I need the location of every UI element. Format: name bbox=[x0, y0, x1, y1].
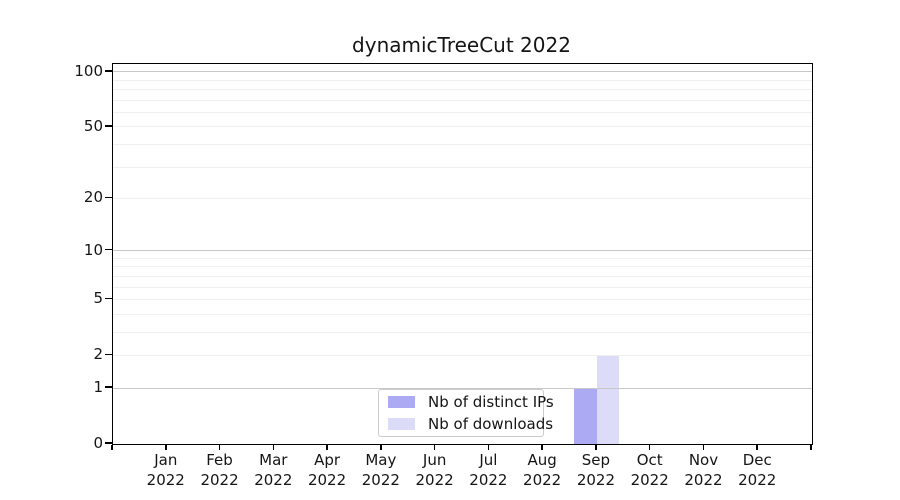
legend-swatch-downloads bbox=[388, 418, 415, 430]
y-tick-label: 2 bbox=[93, 345, 103, 364]
x-tick-label: Sep 2022 bbox=[564, 451, 628, 490]
minor-gridline bbox=[113, 166, 812, 168]
legend-label-distinct-ips: Nb of distinct IPs bbox=[428, 393, 554, 411]
y-tick-label: 50 bbox=[83, 116, 103, 135]
x-tick bbox=[326, 444, 328, 450]
x-tick-year: 2022 bbox=[415, 470, 454, 489]
legend-label-downloads: Nb of downloads bbox=[428, 415, 554, 433]
minor-gridline bbox=[113, 79, 812, 81]
minor-gridline bbox=[113, 111, 812, 113]
minor-gridline bbox=[113, 143, 812, 145]
x-tick-year: 2022 bbox=[630, 470, 669, 489]
chart-title: dynamicTreeCut 2022 bbox=[352, 33, 571, 57]
y-tick bbox=[105, 125, 112, 127]
y-tick bbox=[105, 386, 112, 388]
y-tick bbox=[105, 442, 112, 444]
x-tick-year: 2022 bbox=[469, 470, 508, 489]
x-tick-year: 2022 bbox=[738, 470, 777, 489]
x-tick-year: 2022 bbox=[146, 470, 185, 489]
x-tick bbox=[165, 444, 167, 450]
x-tick-label: May 2022 bbox=[349, 451, 413, 490]
x-tick bbox=[541, 444, 543, 450]
y-tick bbox=[105, 353, 112, 356]
legend: Nb of distinct IPs Nb of downloads bbox=[378, 389, 554, 437]
minor-gridline bbox=[113, 298, 812, 300]
legend-item-distinct-ips: Nb of distinct IPs bbox=[386, 393, 554, 411]
x-tick-year: 2022 bbox=[523, 470, 562, 489]
x-tick bbox=[810, 444, 812, 450]
y-tick bbox=[105, 248, 112, 251]
minor-gridline bbox=[113, 89, 812, 91]
legend-item-downloads: Nb of downloads bbox=[386, 415, 553, 433]
minor-gridline bbox=[113, 197, 812, 199]
minor-gridline bbox=[113, 257, 812, 259]
x-tick-year: 2022 bbox=[576, 470, 616, 489]
x-tick-year: 2022 bbox=[254, 470, 293, 489]
x-tick bbox=[702, 444, 705, 450]
y-tick-label: 5 bbox=[93, 289, 103, 308]
x-tick bbox=[487, 444, 490, 450]
x-tick-month: Jan bbox=[154, 451, 178, 469]
y-tick-label: 0 bbox=[93, 434, 103, 452]
x-tick-label: Jun 2022 bbox=[403, 451, 467, 490]
x-tick-month: Jun bbox=[422, 451, 447, 469]
major-gridline bbox=[113, 71, 812, 73]
x-tick-year: 2022 bbox=[361, 470, 400, 489]
legend-swatch-distinct-ips bbox=[388, 396, 415, 408]
minor-gridline bbox=[113, 266, 812, 268]
bar-distinct-ips bbox=[574, 388, 597, 444]
y-tick-label: 20 bbox=[83, 188, 103, 207]
x-tick-year: 2022 bbox=[684, 470, 723, 489]
minor-gridline bbox=[113, 313, 812, 315]
x-tick-label: Oct 2022 bbox=[618, 451, 682, 490]
x-tick-year: 2022 bbox=[200, 470, 239, 489]
x-tick bbox=[595, 444, 597, 450]
y-tick-label: 100 bbox=[74, 61, 103, 80]
x-tick-month: Oct bbox=[636, 451, 663, 469]
y-tick bbox=[105, 297, 112, 300]
bar-downloads bbox=[596, 355, 620, 444]
minor-gridline bbox=[113, 99, 812, 101]
x-tick-label: Jul 2022 bbox=[456, 451, 520, 490]
x-tick-label: Jan 2022 bbox=[134, 451, 198, 490]
x-tick bbox=[218, 444, 221, 450]
x-tick bbox=[380, 444, 382, 450]
x-tick-label: Feb 2022 bbox=[188, 451, 252, 490]
x-tick-month: Mar bbox=[259, 451, 288, 469]
major-gridline bbox=[113, 387, 812, 389]
x-tick bbox=[756, 444, 758, 450]
y-tick-label: 1 bbox=[93, 378, 103, 397]
plot-area: Nb of distinct IPs Nb of downloads bbox=[112, 63, 813, 445]
x-tick bbox=[272, 444, 275, 450]
x-tick-label: Nov 2022 bbox=[671, 451, 735, 490]
minor-gridline bbox=[113, 354, 812, 356]
x-tick-month: May bbox=[365, 451, 397, 469]
y-tick-label: 10 bbox=[83, 240, 103, 259]
major-gridline bbox=[113, 250, 812, 252]
minor-gridline bbox=[113, 331, 812, 333]
y-tick bbox=[105, 70, 112, 72]
minor-gridline bbox=[113, 275, 812, 277]
x-tick-label: Dec 2022 bbox=[725, 451, 789, 490]
x-tick-year: 2022 bbox=[307, 470, 347, 489]
x-tick-month: Dec bbox=[742, 451, 772, 469]
x-tick-month: Jul bbox=[479, 451, 498, 469]
x-tick bbox=[111, 444, 113, 450]
x-tick-month: Feb bbox=[206, 451, 233, 469]
x-tick bbox=[433, 444, 436, 450]
x-tick-label: Aug 2022 bbox=[510, 451, 574, 490]
x-tick-label: Mar 2022 bbox=[241, 451, 305, 490]
minor-gridline bbox=[113, 286, 812, 288]
x-tick-label: Apr 2022 bbox=[295, 451, 359, 490]
x-tick-month: Aug bbox=[527, 451, 557, 469]
x-tick bbox=[648, 444, 651, 450]
x-tick-month: Sep bbox=[581, 451, 611, 469]
x-tick-month: Apr bbox=[314, 451, 341, 469]
minor-gridline bbox=[113, 126, 812, 128]
y-tick bbox=[105, 196, 112, 199]
x-tick-month: Nov bbox=[688, 451, 719, 469]
